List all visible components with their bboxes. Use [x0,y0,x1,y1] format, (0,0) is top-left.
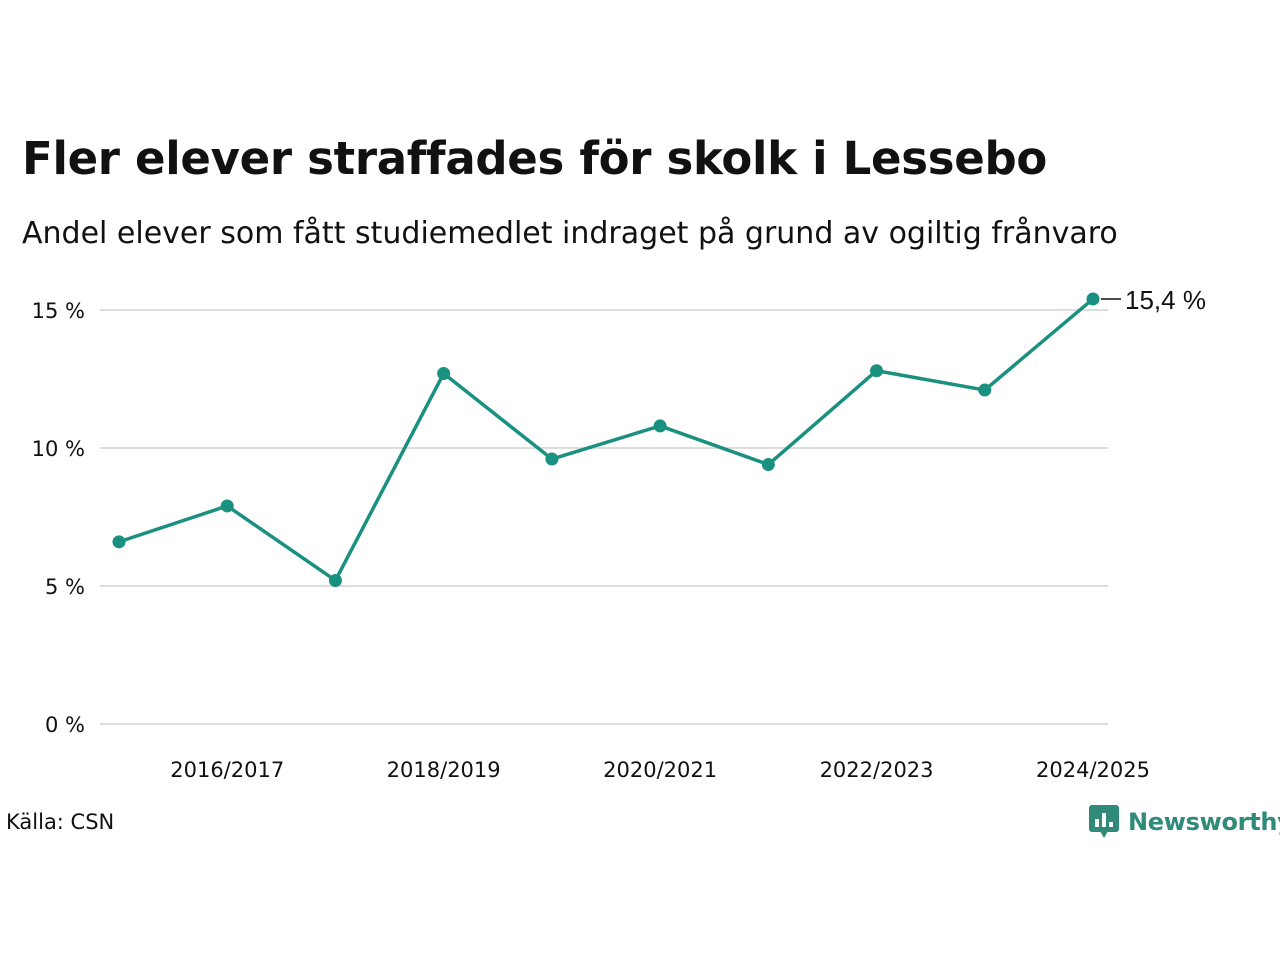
data-point [653,419,667,433]
data-point [545,452,559,466]
last-value-label: 15,4 % [1125,285,1206,315]
brand-name: Newsworthy [1128,808,1280,836]
series [112,292,1100,587]
brand-logo: Newsworthy [1088,804,1280,840]
data-point [112,535,126,549]
data-point [1086,292,1100,306]
y-tick-label: 15 % [32,299,85,323]
gridlines [100,309,1108,725]
x-tick-label: 2016/2017 [170,758,284,782]
source-note: Källa: CSN [6,810,115,834]
newsworthy-logo-icon [1089,805,1119,838]
data-point [978,383,992,397]
y-tick-label: 5 % [45,575,85,599]
x-tick-label: 2018/2019 [387,758,501,782]
y-tick-label: 10 % [32,437,85,461]
data-point [328,573,342,587]
x-tick-label: 2022/2023 [820,758,934,782]
x-axis-ticks: 2016/2017 2018/2019 2020/2021 2022/2023 2024… [170,758,1150,782]
x-tick-label: 2024/2025 [1036,758,1150,782]
y-tick-label: 0 % [45,713,85,737]
x-tick-label: 2020/2021 [603,758,717,782]
data-point [220,499,234,513]
chart-subtitle: Andel elever som fått studiemedlet indra… [22,216,1118,251]
data-point [761,458,775,472]
chart-title: Fler elever straffades för skolk i Lesse… [22,132,1047,185]
annotations: 15,4 % [1101,285,1206,315]
y-axis-ticks: 0 % 5 % 10 % 15 % [32,299,85,737]
data-point [437,366,451,380]
data-point [870,364,884,378]
series-line [118,297,1095,583]
